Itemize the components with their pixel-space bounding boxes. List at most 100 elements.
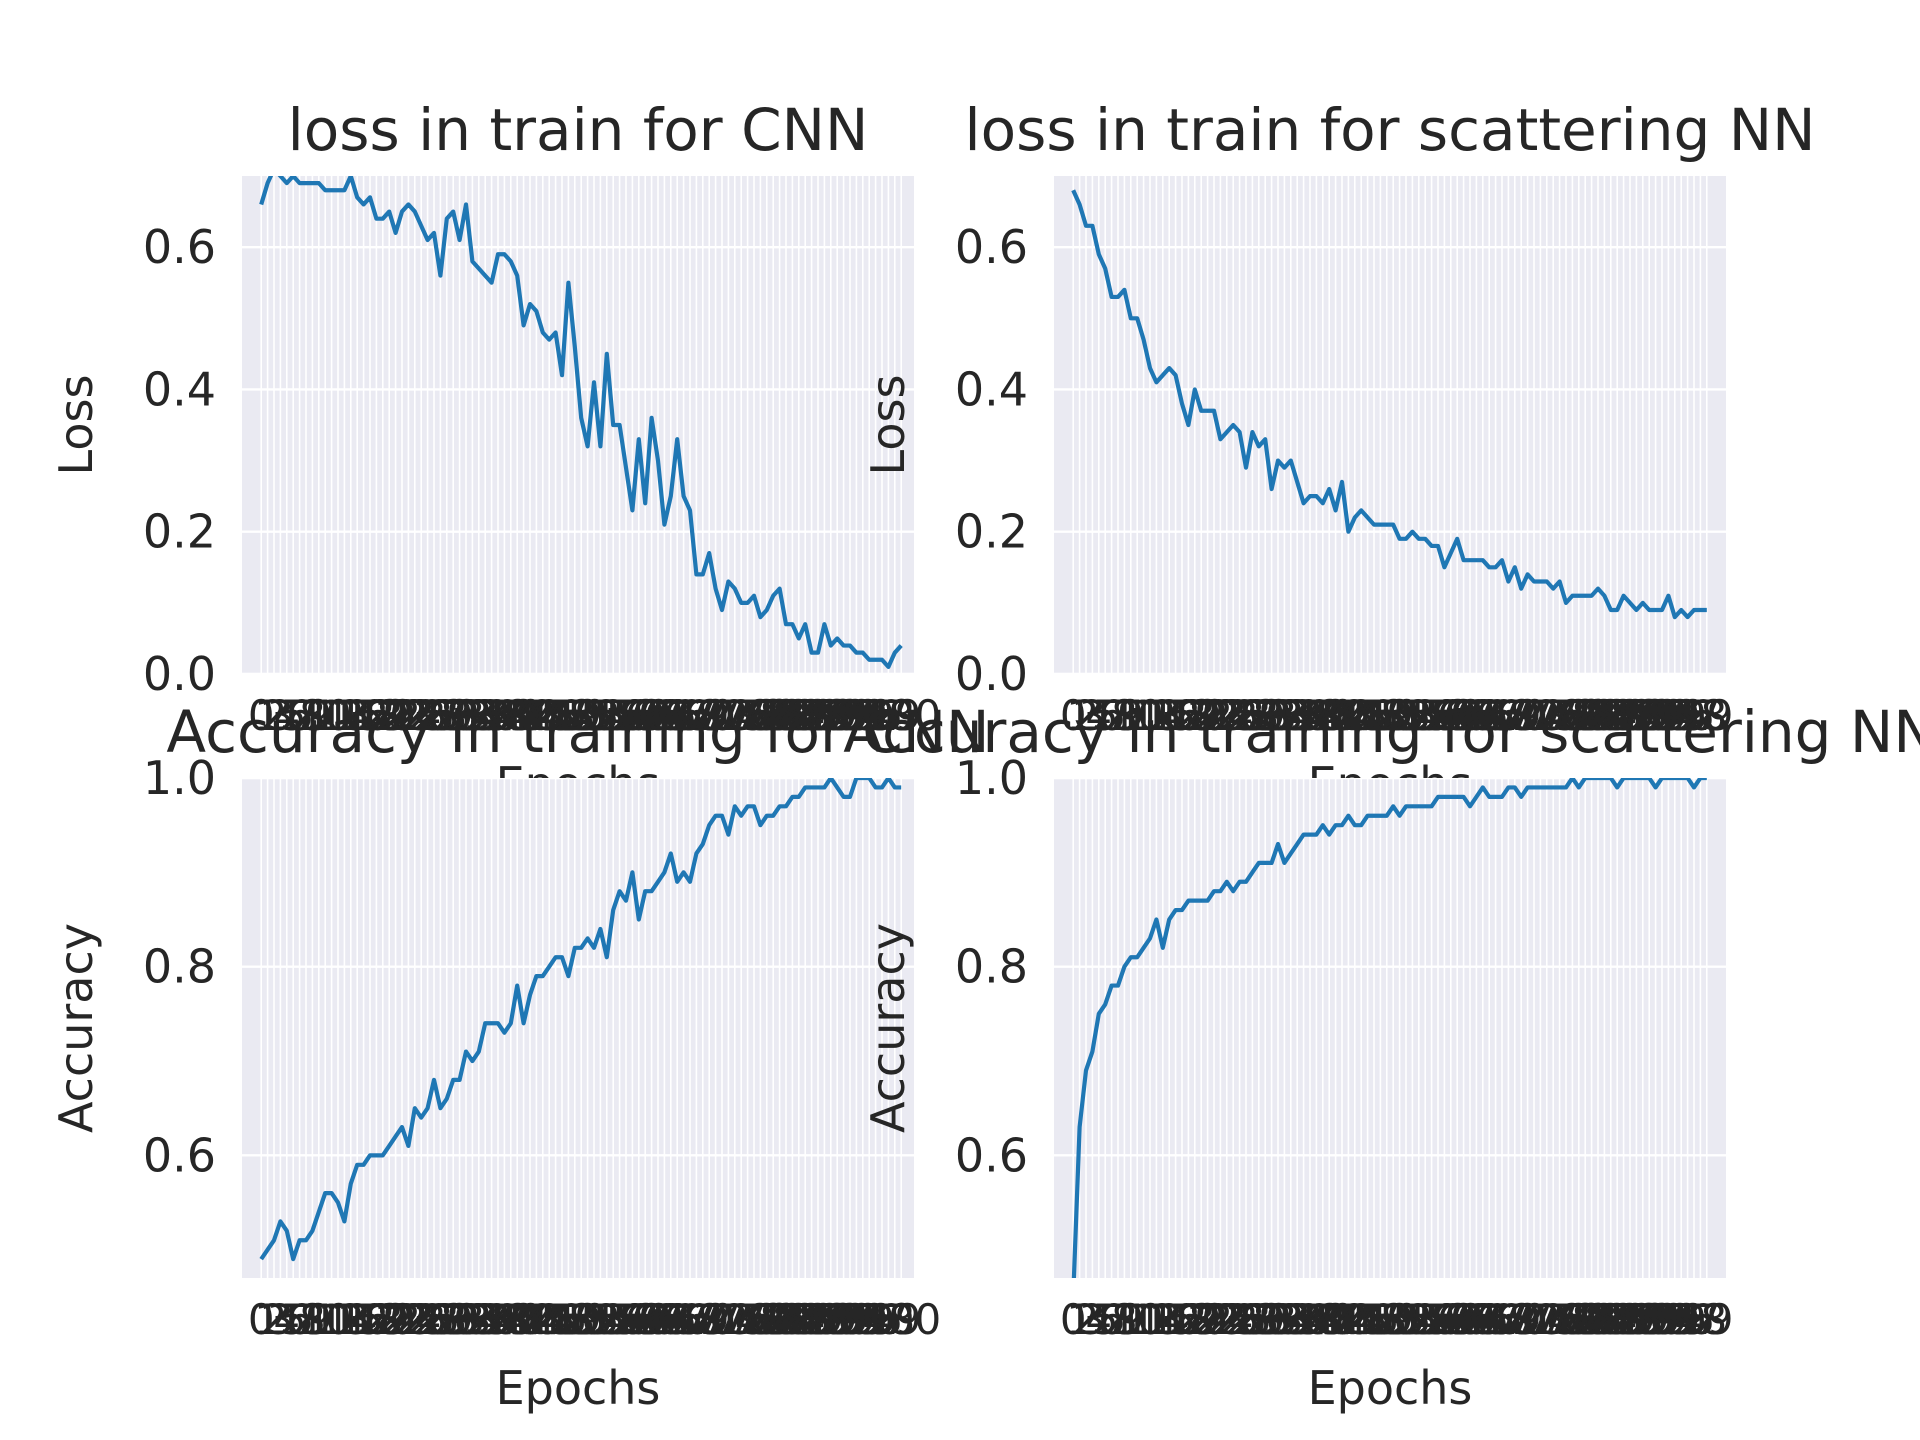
scattering-loss-xtick-label: 68: [1482, 691, 1535, 740]
cnn-loss-xtick-label: 38: [478, 691, 531, 740]
scattering-accuracy-xtick-label: 80: [1558, 1295, 1611, 1344]
cnn-loss-xtick-label: 96: [849, 691, 902, 740]
scattering-loss-xtick-label: 26: [1213, 691, 1266, 740]
cnn-accuracy-xtick-label: 6: [286, 1295, 313, 1344]
cnn-accuracy-xtick-label: 96: [849, 1295, 902, 1344]
cnn-loss-xtick-label: 39: [484, 691, 537, 740]
cnn-loss-xtick-label: 26: [401, 691, 454, 740]
cnn-accuracy-xtick-label: 24: [388, 1295, 441, 1344]
cnn-loss-xtick-label: 70: [682, 691, 735, 740]
scattering-accuracy-xtick-label: 46: [1341, 1295, 1394, 1344]
cnn-accuracy-xtick-label: 27: [407, 1295, 460, 1344]
cnn-loss-ylabel: Loss: [49, 375, 103, 476]
scattering-loss-xtick-label: 99: [1680, 691, 1733, 740]
scattering-accuracy-xtick-label: 25: [1206, 1295, 1259, 1344]
cnn-loss-xtick-label: 98: [862, 691, 915, 740]
scattering-accuracy-xtick-label: 2: [1073, 1295, 1100, 1344]
scattering-loss-xtick-label: 40: [1302, 691, 1355, 740]
cnn-loss-xtick-label: 5: [280, 691, 307, 740]
scattering-loss-title: loss in train for scattering NN: [965, 96, 1816, 164]
scattering-loss-xtick-label: 59: [1424, 691, 1477, 740]
scattering-loss-xtick-label: 86: [1597, 691, 1650, 740]
cnn-accuracy-xtick-label: 49: [548, 1295, 601, 1344]
cnn-accuracy-xtick-label: 13: [318, 1295, 371, 1344]
scattering-accuracy-xtick-label: 23: [1194, 1295, 1247, 1344]
scattering-loss-xtick-label: 51: [1373, 691, 1426, 740]
scattering-accuracy-xtick-label: 36: [1277, 1295, 1330, 1344]
scattering-loss-xtick-label: 21: [1181, 691, 1234, 740]
scattering-loss-xtick-label: 69: [1488, 691, 1541, 740]
scattering-loss-xtick-label: 87: [1603, 691, 1656, 740]
cnn-loss-xtick-label: 19: [356, 691, 409, 740]
scattering-loss-xtick-label: 28: [1226, 691, 1279, 740]
scattering-loss-xtick-label: 71: [1501, 691, 1554, 740]
cnn-accuracy-xtick-label: 74: [708, 1295, 761, 1344]
scattering-accuracy-xtick-label: 0: [1060, 1295, 1087, 1344]
cnn-accuracy-xtick-label: 100: [861, 1295, 941, 1344]
cnn-loss-xtick-label: 58: [606, 691, 659, 740]
cnn-loss-xtick-label: 72: [695, 691, 748, 740]
cnn-loss-xtick-label: 55: [586, 691, 639, 740]
cnn-accuracy-xtick-label: 79: [740, 1295, 793, 1344]
scattering-loss-xtick-label: 96: [1661, 691, 1714, 740]
cnn-accuracy-xtick-label: 47: [535, 1295, 588, 1344]
scattering-loss-xtick-label: 10: [1110, 691, 1163, 740]
cnn-loss-xtick-label: 100: [861, 691, 941, 740]
cnn-loss-xtick-label: 92: [823, 691, 876, 740]
cnn-accuracy-xtick-label: 7: [293, 1295, 320, 1344]
scattering-accuracy-xtick-label: 63: [1450, 1295, 1503, 1344]
scattering-accuracy-xtick-label: 26: [1213, 1295, 1266, 1344]
cnn-accuracy-xtick-label: 35: [458, 1295, 511, 1344]
cnn-loss-xtick-label: 41: [497, 691, 550, 740]
cnn-loss-xtick-label: 12: [311, 691, 364, 740]
scattering-accuracy-xtick-label: 16: [1149, 1295, 1202, 1344]
scattering-accuracy-grid: [1054, 778, 1726, 1278]
scattering-loss-xtick-label: 82: [1571, 691, 1624, 740]
scattering-accuracy-xtick-label: 58: [1418, 1295, 1471, 1344]
cnn-loss-xtick-label: 24: [388, 691, 441, 740]
cnn-accuracy-xtick-label: 8: [299, 1295, 326, 1344]
cnn-accuracy-xtick-label: 60: [618, 1295, 671, 1344]
cnn-loss-xtick-label: 16: [337, 691, 390, 740]
scattering-loss-ylabel: Loss: [861, 375, 915, 476]
cnn-accuracy-xtick-label: 33: [446, 1295, 499, 1344]
cnn-loss-xtick-label: 45: [522, 691, 575, 740]
cnn-accuracy-xtick-label: 55: [586, 1295, 639, 1344]
scattering-accuracy-xtick-label: 44: [1328, 1295, 1381, 1344]
scattering-accuracy-xtick-label: 87: [1603, 1295, 1656, 1344]
cnn-accuracy-ylabel: Accuracy: [49, 923, 103, 1133]
cnn-loss-ytick-label: 0.6: [143, 220, 216, 274]
cnn-accuracy-xtick-label: 26: [401, 1295, 454, 1344]
scattering-accuracy-xtick-label: 22: [1187, 1295, 1240, 1344]
scattering-accuracy-xtick-label: 90: [1622, 1295, 1675, 1344]
scattering-accuracy-ytick-label: 0.6: [955, 1128, 1028, 1182]
scattering-accuracy-xtick-label: 28: [1226, 1295, 1279, 1344]
scattering-accuracy-xtick-label: 64: [1456, 1295, 1509, 1344]
cnn-accuracy-xtick-label: 69: [676, 1295, 729, 1344]
cnn-loss-xtick-label: 15: [330, 691, 383, 740]
scattering-accuracy-xtick-label: 1: [1066, 1295, 1093, 1344]
cnn-loss-xtick-label: 77: [727, 691, 780, 740]
cnn-loss-xtick-label: 67: [663, 691, 716, 740]
cnn-accuracy-xtick-label: 48: [542, 1295, 595, 1344]
scattering-accuracy-xtick-label: 10: [1110, 1295, 1163, 1344]
cnn-loss-xtick-label: 64: [644, 691, 697, 740]
scattering-accuracy-xtick-label: 83: [1578, 1295, 1631, 1344]
cnn-loss-grid: [242, 176, 914, 674]
scattering-accuracy-xtick-label: 76: [1533, 1295, 1586, 1344]
scattering-loss-xtick-label: 78: [1546, 691, 1599, 740]
cnn-accuracy-xtick-label: 5: [280, 1295, 307, 1344]
cnn-accuracy-xtick-label: 43: [510, 1295, 563, 1344]
scattering-loss-xtick-label: 53: [1386, 691, 1439, 740]
cnn-loss-xtick-label: 27: [407, 691, 460, 740]
cnn-accuracy-xtick-label: 99: [868, 1295, 921, 1344]
cnn-accuracy-xtick-label: 61: [625, 1295, 678, 1344]
cnn-accuracy-xtick-label: 9: [305, 1295, 332, 1344]
scattering-accuracy-xtick-label: 42: [1315, 1295, 1368, 1344]
cnn-accuracy-xtick-label: 62: [631, 1295, 684, 1344]
cnn-accuracy-xtick-label: 31: [433, 1295, 486, 1344]
cnn-loss-xtick-label: 44: [516, 691, 569, 740]
cnn-accuracy-xtick-label: 20: [362, 1295, 415, 1344]
cnn-accuracy-xtick-label: 94: [836, 1295, 889, 1344]
cnn-loss-xtick-label: 80: [746, 691, 799, 740]
